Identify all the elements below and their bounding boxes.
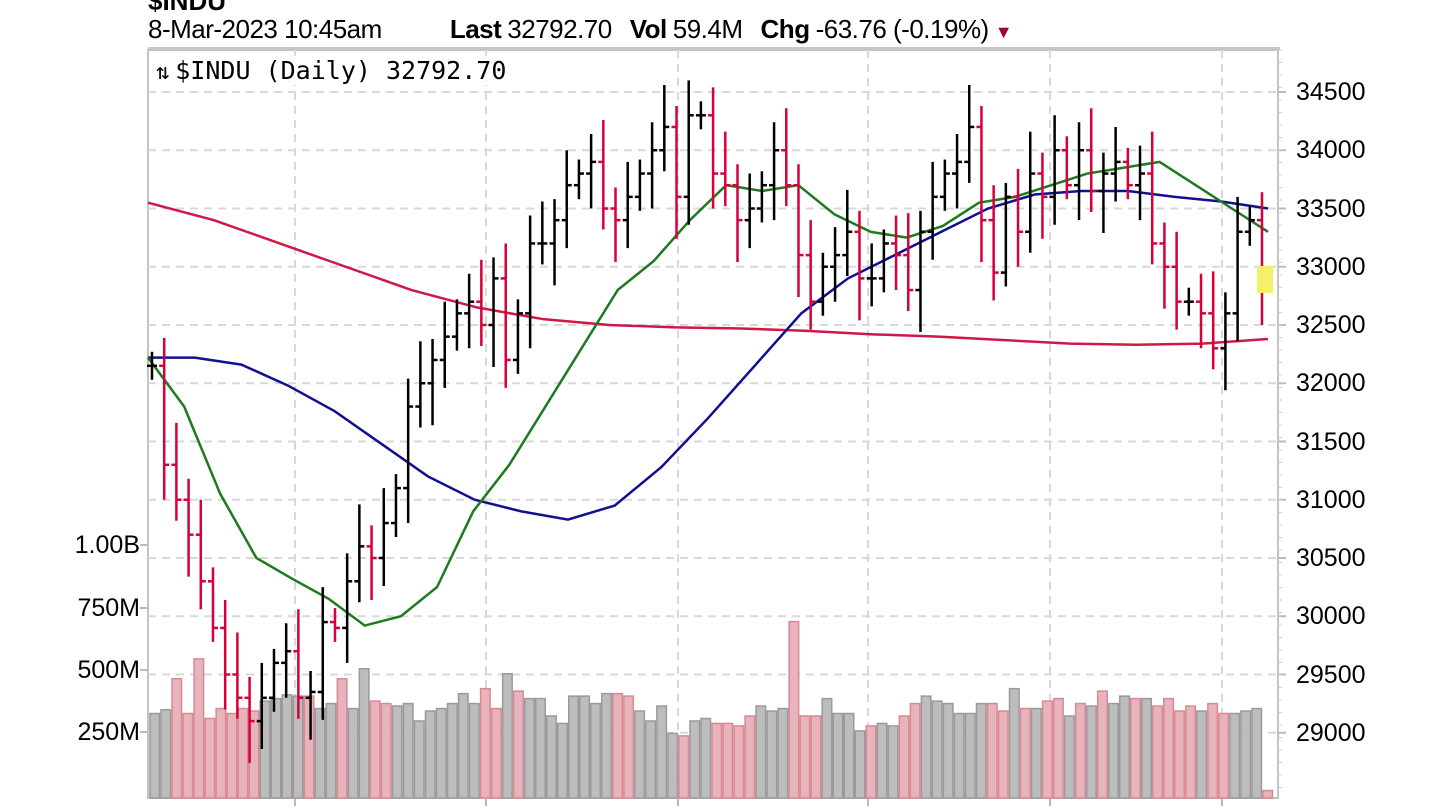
- quote-header: 8-Mar-2023 10:45am Last 32792.70 Vol 59.…: [148, 14, 1013, 44]
- ma-short-line: [146, 160, 1269, 627]
- ma-long-line: [147, 201, 1269, 347]
- header-divider: [148, 47, 1280, 50]
- down-triangle-icon: ▼: [994, 22, 1013, 42]
- chart-legend: ⇅ $INDU (Daily) 32792.70: [156, 56, 507, 85]
- chg-label: Chg: [760, 14, 811, 44]
- last-label: Last: [449, 14, 502, 44]
- price-tick-label: 31000: [1296, 485, 1366, 514]
- volume-tick-label: 250M: [77, 718, 140, 746]
- price-tick-label: 29500: [1296, 660, 1366, 689]
- price-tick-label: 34500: [1296, 78, 1366, 106]
- price-tick-label: 32500: [1296, 311, 1366, 339]
- price-tick-label: 30000: [1296, 602, 1366, 631]
- ma-mid-line: [148, 189, 1269, 521]
- legend-text: $INDU (Daily) 32792.70: [175, 56, 507, 85]
- quote-datetime: 8-Mar-2023 10:45am: [148, 14, 382, 44]
- symbol-title-partial: $INDU: [148, 0, 227, 16]
- price-tick-label: 30500: [1296, 544, 1366, 572]
- vol-value: 59.4M: [672, 14, 743, 44]
- volume-tick-label: 750M: [77, 594, 140, 622]
- price-tick-label: 34000: [1296, 136, 1366, 165]
- price-tick-label: 32000: [1296, 369, 1366, 398]
- price-tick-label: 31500: [1296, 427, 1366, 456]
- last-price-flag: [1257, 266, 1273, 293]
- price-tick-label: 29000: [1296, 718, 1366, 747]
- chg-value: -63.76 (-0.19%): [815, 14, 990, 44]
- vol-label: Vol: [629, 14, 668, 44]
- ohlc-bars-icon: ⇅: [156, 60, 170, 85]
- price-tick-label: 33000: [1296, 252, 1366, 281]
- price-tick-label: 33500: [1296, 194, 1366, 223]
- volume-tick-label: 1.00B: [74, 531, 140, 559]
- last-value: 32792.70: [507, 14, 612, 44]
- volume-tick-label: 500M: [77, 656, 140, 684]
